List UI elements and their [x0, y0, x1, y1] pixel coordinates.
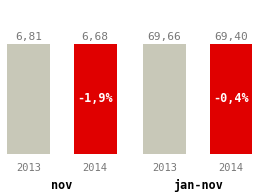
- Text: 69,66: 69,66: [148, 32, 181, 42]
- Text: 2013: 2013: [152, 163, 177, 173]
- Text: 69,40: 69,40: [214, 32, 248, 42]
- Text: 6,68: 6,68: [82, 32, 109, 42]
- Bar: [74, 44, 117, 154]
- Text: 2014: 2014: [218, 163, 244, 173]
- Text: -0,4%: -0,4%: [213, 92, 249, 105]
- Text: 2014: 2014: [83, 163, 108, 173]
- Bar: [210, 44, 253, 154]
- Text: jan-nov: jan-nov: [173, 179, 223, 192]
- Bar: [7, 44, 50, 154]
- Text: -1,9%: -1,9%: [77, 92, 113, 105]
- Text: 2013: 2013: [16, 163, 41, 173]
- Text: nov: nov: [51, 179, 73, 192]
- Bar: [143, 44, 186, 154]
- Text: 6,81: 6,81: [15, 32, 42, 42]
